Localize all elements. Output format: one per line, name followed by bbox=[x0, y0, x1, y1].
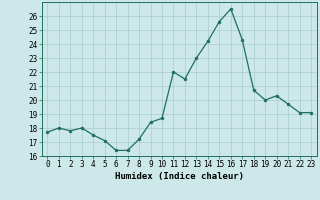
X-axis label: Humidex (Indice chaleur): Humidex (Indice chaleur) bbox=[115, 172, 244, 181]
